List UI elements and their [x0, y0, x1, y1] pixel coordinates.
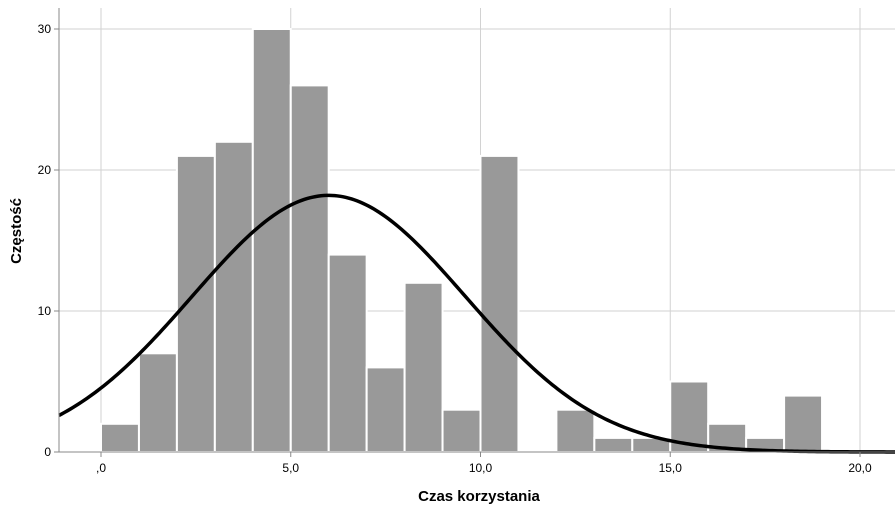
- histogram-bar: [365, 366, 406, 453]
- y-axis-title: Częstość: [8, 198, 25, 264]
- histogram-bar: [403, 281, 444, 453]
- x-tick-label: ,0: [96, 461, 106, 475]
- axes: [58, 8, 895, 453]
- histogram-bar: [175, 154, 216, 453]
- histogram-bar: [783, 394, 824, 454]
- histogram-bar: [213, 140, 254, 454]
- x-tick-label: 5,0: [282, 461, 299, 475]
- y-tick-label: 10: [38, 304, 52, 318]
- y-tick-label: 0: [44, 445, 51, 459]
- histogram-bar: [251, 28, 292, 453]
- histogram-bar: [593, 436, 634, 453]
- x-tick-label: 20,0: [848, 461, 872, 475]
- histogram-bar: [555, 408, 596, 454]
- histogram-bars: [100, 28, 824, 454]
- histogram-bar: [441, 408, 482, 454]
- x-tick-label: 10,0: [469, 461, 493, 475]
- histogram-bar: [100, 422, 140, 453]
- x-tick-label: 15,0: [659, 461, 683, 475]
- histogram-bar: [137, 352, 178, 453]
- histogram-bar: [289, 84, 330, 454]
- histogram-bar: [479, 154, 520, 453]
- y-tick-label: 30: [38, 22, 52, 36]
- normal-curve: [58, 193, 895, 454]
- y-tick-label: 20: [38, 163, 52, 177]
- tick-labels: 0 10 20 30 ,0 5,0 10,0 15,0 20,0: [38, 22, 872, 475]
- normal-curve-layer: [58, 193, 895, 454]
- x-axis-title: Czas korzystania: [418, 488, 540, 505]
- histogram-bar: [327, 253, 368, 453]
